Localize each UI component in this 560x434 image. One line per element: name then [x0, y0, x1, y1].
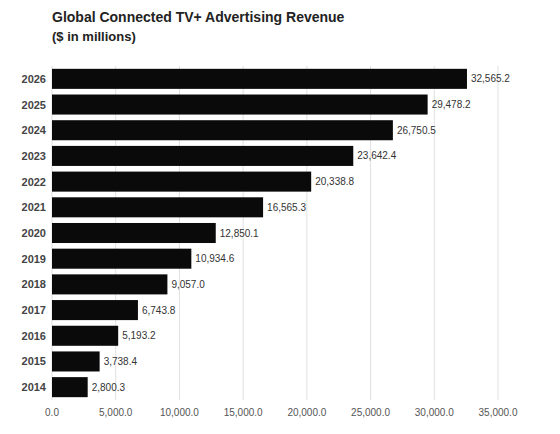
bar	[52, 300, 138, 320]
x-tick-label: 0.0	[45, 407, 59, 418]
bars	[52, 69, 467, 397]
x-tick-label: 25,000.0	[351, 407, 390, 418]
data-label: 5,193.2	[122, 330, 156, 341]
y-axis: 2026 2025 2024 2023 2022 2021 2020 2019 2018 2017…	[22, 73, 47, 393]
y-tick-label: 2023	[22, 150, 46, 162]
y-tick-label: 2019	[22, 253, 46, 265]
x-axis: 0.0 5,000.0 10,000.0 15,000.0 20,000.0 25,000…	[45, 407, 518, 418]
data-label: 23,642.4	[357, 150, 396, 161]
y-tick-label: 2026	[22, 73, 46, 85]
data-label: 29,478.2	[432, 99, 471, 110]
x-tick-label: 10,000.0	[160, 407, 199, 418]
grid	[52, 66, 498, 400]
grid-line	[434, 66, 435, 400]
bar	[52, 120, 393, 140]
bar	[52, 377, 88, 397]
bar	[52, 197, 263, 217]
bar	[52, 172, 311, 192]
data-label: 20,338.8	[315, 176, 354, 187]
y-tick-label: 2025	[22, 99, 46, 111]
grid-line	[306, 66, 307, 400]
data-label: 2,800.3	[92, 382, 126, 393]
y-tick-label: 2021	[22, 201, 46, 213]
grid-line	[370, 66, 371, 400]
data-label: 16,565.3	[267, 202, 306, 213]
bar	[52, 69, 467, 89]
data-label: 6,743.8	[142, 305, 176, 316]
data-label: 12,850.1	[220, 228, 259, 239]
grid-line	[498, 66, 499, 400]
bar	[52, 146, 353, 166]
bar	[52, 249, 191, 269]
y-tick-label: 2015	[22, 355, 46, 367]
data-label: 9,057.0	[171, 279, 205, 290]
x-tick-label: 15,000.0	[224, 407, 263, 418]
x-tick-label: 35,000.0	[479, 407, 518, 418]
bar	[52, 274, 167, 294]
y-tick-label: 2018	[22, 278, 46, 290]
chart-svg: Global Connected TV+ Advertising Revenue…	[0, 0, 560, 434]
chart-container: Global Connected TV+ Advertising Revenue…	[0, 0, 560, 434]
bar	[52, 95, 428, 115]
data-labels: 32,565.2 29,478.2 26,750.5 23,642.4 20,338.8…	[92, 73, 511, 392]
x-tick-label: 5,000.0	[99, 407, 133, 418]
y-tick-label: 2014	[22, 381, 47, 393]
bar	[52, 351, 100, 371]
data-label: 3,738.4	[104, 356, 138, 367]
x-tick-label: 20,000.0	[287, 407, 326, 418]
data-label: 32,565.2	[471, 73, 510, 84]
bar	[52, 326, 118, 346]
chart-title: Global Connected TV+ Advertising Revenue	[52, 9, 345, 25]
data-label: 10,934.6	[195, 253, 234, 264]
x-tick-label: 30,000.0	[415, 407, 454, 418]
y-tick-label: 2016	[22, 330, 46, 342]
bar	[52, 223, 216, 243]
y-tick-label: 2022	[22, 176, 46, 188]
y-tick-label: 2024	[22, 124, 47, 136]
y-tick-label: 2017	[22, 304, 46, 316]
chart-subtitle: ($ in millions)	[52, 29, 136, 44]
data-label: 26,750.5	[397, 125, 436, 136]
y-tick-label: 2020	[22, 227, 46, 239]
